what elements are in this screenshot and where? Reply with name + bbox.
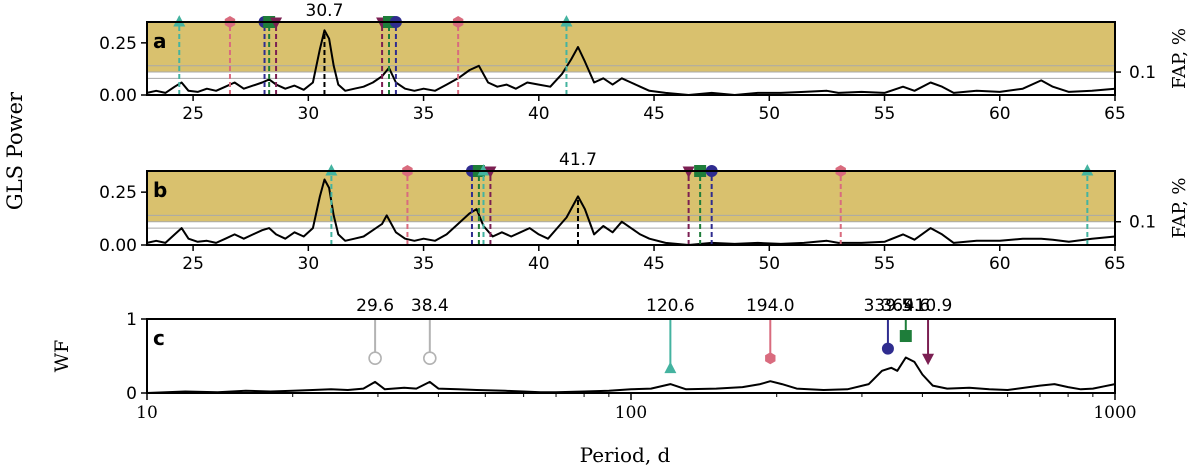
fap-axis-label: FAP, % bbox=[1169, 178, 1190, 239]
ytick-label: 0.00 bbox=[99, 86, 137, 106]
xtick-label: 35 bbox=[413, 254, 435, 274]
marker-triangle-down bbox=[484, 166, 497, 178]
peak-label: 30.7 bbox=[306, 1, 344, 21]
period-xlabel: Period, d bbox=[580, 443, 671, 467]
marker-period-label: 369.6 bbox=[881, 296, 930, 316]
marker-triangle-down bbox=[922, 353, 935, 366]
marker-square bbox=[899, 330, 912, 343]
panel-a: 30.7 a 0.00 0.25 25 30 35 40 45 50 55 60 65 0.1 FAP, % bbox=[99, 1, 1190, 124]
wf-axis-label: WF bbox=[51, 340, 73, 373]
marker-triangle-down bbox=[270, 17, 283, 29]
marker-period-label: 38.4 bbox=[411, 296, 449, 316]
axes-frame bbox=[146, 21, 1116, 96]
xtick-label: 60 bbox=[989, 104, 1011, 124]
xtick-label: 65 bbox=[1104, 104, 1126, 124]
gls-power-ylabel: GLS Power bbox=[3, 91, 27, 210]
fap-tick-label: 0.1 bbox=[1129, 213, 1156, 233]
axes-frame bbox=[146, 318, 1116, 394]
xtick-label: 40 bbox=[528, 254, 550, 274]
panel-letter: a bbox=[153, 29, 167, 53]
xtick-label: 50 bbox=[758, 254, 780, 274]
xtick-label: 60 bbox=[989, 254, 1011, 274]
ytick-label: 1 bbox=[126, 310, 137, 330]
xtick-label: 10 bbox=[136, 403, 158, 423]
marker-period-label: 410.9 bbox=[904, 296, 953, 316]
xtick-label: 65 bbox=[1104, 254, 1126, 274]
marker-open-circle bbox=[423, 351, 437, 366]
periodogram-line bbox=[146, 178, 1116, 246]
marker-triangle-up bbox=[560, 15, 573, 27]
panel-letter: b bbox=[153, 178, 167, 202]
peak-label: 41.7 bbox=[559, 150, 597, 170]
xtick-label: 55 bbox=[874, 254, 896, 274]
xtick-label: 30 bbox=[298, 254, 320, 274]
xtick-label: 45 bbox=[643, 104, 665, 124]
xtick-label: 45 bbox=[643, 254, 665, 274]
xtick-label: 25 bbox=[182, 254, 204, 274]
ytick-label: 0.00 bbox=[99, 236, 137, 256]
periodogram-line bbox=[146, 29, 1116, 96]
marker-triangle-up bbox=[664, 361, 677, 374]
marker-triangle-up bbox=[173, 15, 186, 27]
marker-period-label: 339.5 bbox=[864, 296, 913, 316]
significance-shading bbox=[147, 22, 1115, 73]
window-function-line bbox=[146, 356, 1116, 394]
xtick-label: 40 bbox=[528, 104, 550, 124]
ytick-label: 0.25 bbox=[99, 34, 137, 54]
fap-tick-label: 0.1 bbox=[1129, 63, 1156, 83]
ytick-label: 0 bbox=[126, 384, 137, 404]
marker-triangle-up bbox=[1081, 164, 1094, 176]
panel-letter: c bbox=[153, 326, 165, 350]
marker-open-circle bbox=[368, 351, 382, 366]
marker-triangle-up bbox=[325, 164, 338, 176]
fap-axis-label: FAP, % bbox=[1169, 28, 1190, 89]
xtick-label: 1000 bbox=[1093, 403, 1136, 423]
xtick-label: 55 bbox=[874, 104, 896, 124]
marker-triangle-down bbox=[682, 166, 695, 178]
xtick-label: 50 bbox=[758, 104, 780, 124]
axes-frame bbox=[146, 170, 1116, 246]
ytick-label: 0.25 bbox=[99, 183, 137, 203]
marker-period-label: 29.6 bbox=[356, 296, 394, 316]
marker-period-label: 120.6 bbox=[646, 296, 695, 316]
xtick-label: 25 bbox=[182, 104, 204, 124]
significance-shading bbox=[147, 171, 1115, 222]
xtick-label: 30 bbox=[298, 104, 320, 124]
marker-circle bbox=[881, 342, 894, 355]
panel-b: 41.7 b 0.00 0.25 25 30 35 40 45 50 55 60 65 0.1 FAP, % bbox=[99, 150, 1190, 274]
marker-hexagon bbox=[765, 352, 776, 365]
xtick-label: 100 bbox=[615, 403, 647, 423]
marker-period-label: 194.0 bbox=[746, 296, 795, 316]
xtick-label: 35 bbox=[413, 104, 435, 124]
marker-triangle-up bbox=[477, 164, 490, 176]
